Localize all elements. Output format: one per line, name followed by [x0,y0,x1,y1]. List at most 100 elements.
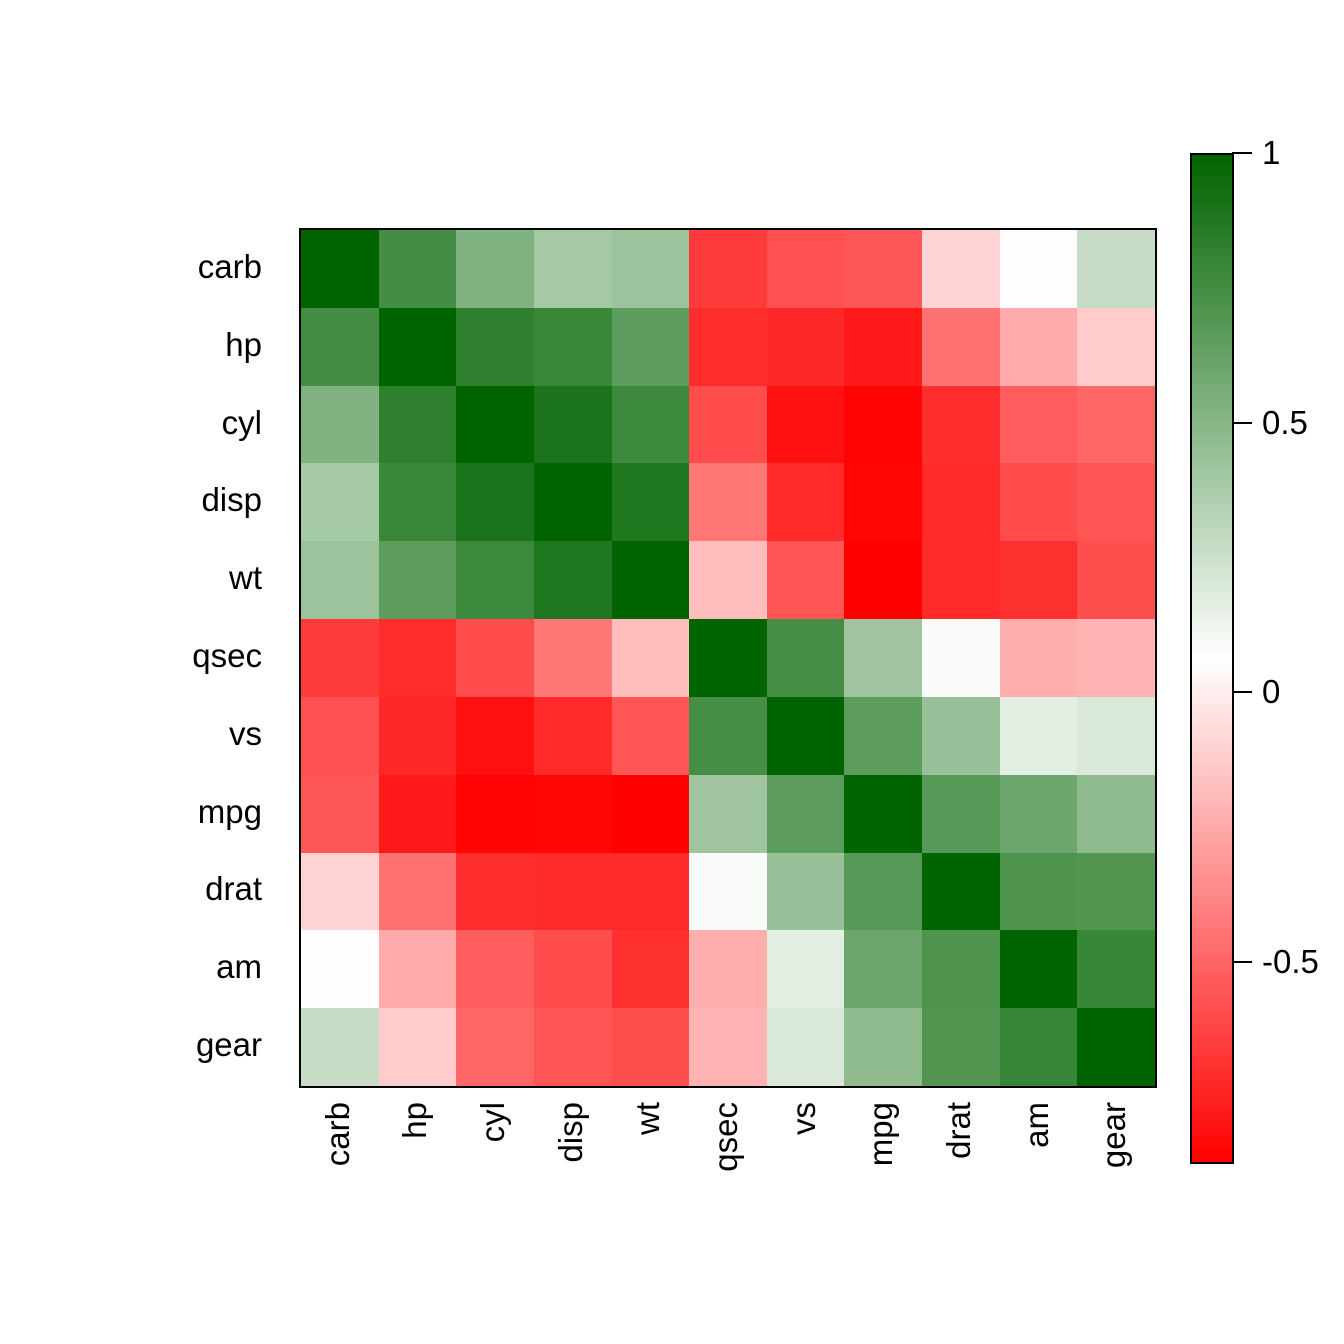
heatmap-cell-am-qsec [689,930,767,1009]
legend-tick-mark--0.5 [1232,960,1252,963]
heatmap-cell-hp-vs [766,307,845,386]
heatmap-cell-drat-qsec [689,852,767,931]
heatmap-cell-qsec-carb [301,619,379,697]
heatmap-cell-gear-drat [922,1008,1000,1086]
x-axis-label-gear: gear [1095,1102,1133,1169]
x-axis-label-cyl: cyl [474,1102,512,1143]
heatmap-cell-wt-gear [1077,541,1155,620]
heatmap-cell-drat-hp [378,852,457,931]
heatmap-cell-cyl-cyl [456,385,534,464]
heatmap-cell-hp-am [999,307,1078,386]
legend-tick-label-0: 0 [1262,673,1281,711]
x-axis-label-carb: carb [318,1102,356,1167]
heatmap-cell-carb-am [999,230,1078,308]
heatmap-cell-drat-disp [533,852,612,931]
heatmap-cell-wt-vs [766,541,845,620]
heatmap-cell-cyl-drat [922,385,1000,464]
y-axis-label-cyl: cyl [221,403,262,441]
heatmap-cell-wt-mpg [844,541,923,620]
heatmap-cell-hp-wt [611,307,690,386]
heatmap-cell-wt-qsec [689,541,767,620]
heatmap-cell-wt-am [999,541,1078,620]
heatmap-cell-qsec-am [999,619,1078,697]
heatmap-cell-disp-carb [301,463,379,542]
x-axis-label-wt: wt [629,1102,667,1135]
heatmap-cell-disp-wt [611,463,690,542]
heatmap-cell-carb-vs [766,230,845,308]
heatmap-cell-mpg-carb [301,774,379,853]
heatmap-cell-cyl-mpg [844,385,923,464]
heatmap-cell-gear-mpg [844,1008,923,1086]
heatmap-cell-mpg-mpg [844,774,923,853]
heatmap-cell-disp-qsec [689,463,767,542]
heatmap-cell-qsec-disp [533,619,612,697]
heatmap-cell-disp-drat [922,463,1000,542]
heatmap-cell-gear-vs [766,1008,845,1086]
heatmap-cell-hp-disp [533,307,612,386]
y-axis-label-hp: hp [225,325,262,363]
heatmap-cell-disp-mpg [844,463,923,542]
heatmap-cell-am-disp [533,930,612,1009]
heatmap-cell-wt-drat [922,541,1000,620]
heatmap-cell-am-drat [922,930,1000,1009]
legend-tick-label-0.5: 0.5 [1262,403,1308,441]
heatmap-cell-hp-mpg [844,307,923,386]
heatmap-cell-gear-am [999,1008,1078,1086]
heatmap-cell-cyl-gear [1077,385,1155,464]
heatmap-cell-drat-mpg [844,852,923,931]
heatmap-cell-cyl-vs [766,385,845,464]
x-axis-label-drat: drat [939,1102,977,1159]
heatmap-cell-gear-carb [301,1008,379,1086]
legend-tick-mark-0 [1232,691,1252,694]
heatmap-cell-vs-drat [922,696,1000,775]
heatmap-cell-vs-gear [1077,696,1155,775]
x-axis-label-am: am [1017,1102,1055,1148]
heatmap-cell-carb-hp [378,230,457,308]
heatmap-cell-wt-carb [301,541,379,620]
heatmap-cell-cyl-qsec [689,385,767,464]
heatmap-cell-gear-disp [533,1008,612,1086]
heatmap-cell-carb-carb [301,230,379,308]
y-axis-label-qsec: qsec [192,637,262,674]
legend-tick-mark-1 [1232,152,1252,154]
heatmap-cell-drat-drat [922,852,1000,931]
y-axis-label-disp: disp [201,481,262,519]
heatmap-cell-drat-am [999,852,1078,931]
heatmap-cell-vs-disp [533,696,612,775]
heatmap-cell-carb-cyl [456,230,534,308]
y-axis-label-am: am [216,948,262,986]
heatmap-cell-disp-gear [1077,463,1155,542]
heatmap-cell-carb-wt [611,230,690,308]
heatmap-cell-qsec-hp [378,619,457,697]
heatmap-cell-carb-gear [1077,230,1155,308]
heatmap-cell-wt-hp [378,541,457,620]
heatmap-cell-hp-gear [1077,307,1155,386]
y-axis-label-gear: gear [195,1026,262,1064]
heatmap-cell-mpg-wt [611,774,690,853]
heatmap-cell-carb-disp [533,230,612,308]
heatmap-cell-vs-hp [378,696,457,775]
heatmap-cell-vs-am [999,696,1078,775]
heatmap-cell-drat-gear [1077,852,1155,931]
heatmap-cell-drat-carb [301,852,379,931]
heatmap-cell-am-gear [1077,930,1155,1009]
heatmap-cell-am-vs [766,930,845,1009]
heatmap-cell-wt-disp [533,541,612,620]
legend-tick-label--0.5: -0.5 [1262,942,1319,980]
heatmap-cell-qsec-mpg [844,619,923,697]
heatmap-cell-am-am [999,930,1078,1009]
heatmap-cell-am-cyl [456,930,534,1009]
y-axis-label-drat: drat [205,870,262,908]
heatmap-cell-qsec-gear [1077,619,1155,697]
heatmap-cell-disp-cyl [456,463,534,542]
heatmap-cell-mpg-qsec [689,774,767,853]
heatmap-cell-gear-wt [611,1008,690,1086]
legend-gradient-bar [1190,153,1234,1164]
heatmap-cell-wt-wt [611,541,690,620]
heatmap-cell-gear-qsec [689,1008,767,1086]
y-axis-label-carb: carb [197,247,262,285]
heatmap-cell-mpg-drat [922,774,1000,853]
plot-region [299,228,1157,1088]
heatmap-cell-cyl-disp [533,385,612,464]
